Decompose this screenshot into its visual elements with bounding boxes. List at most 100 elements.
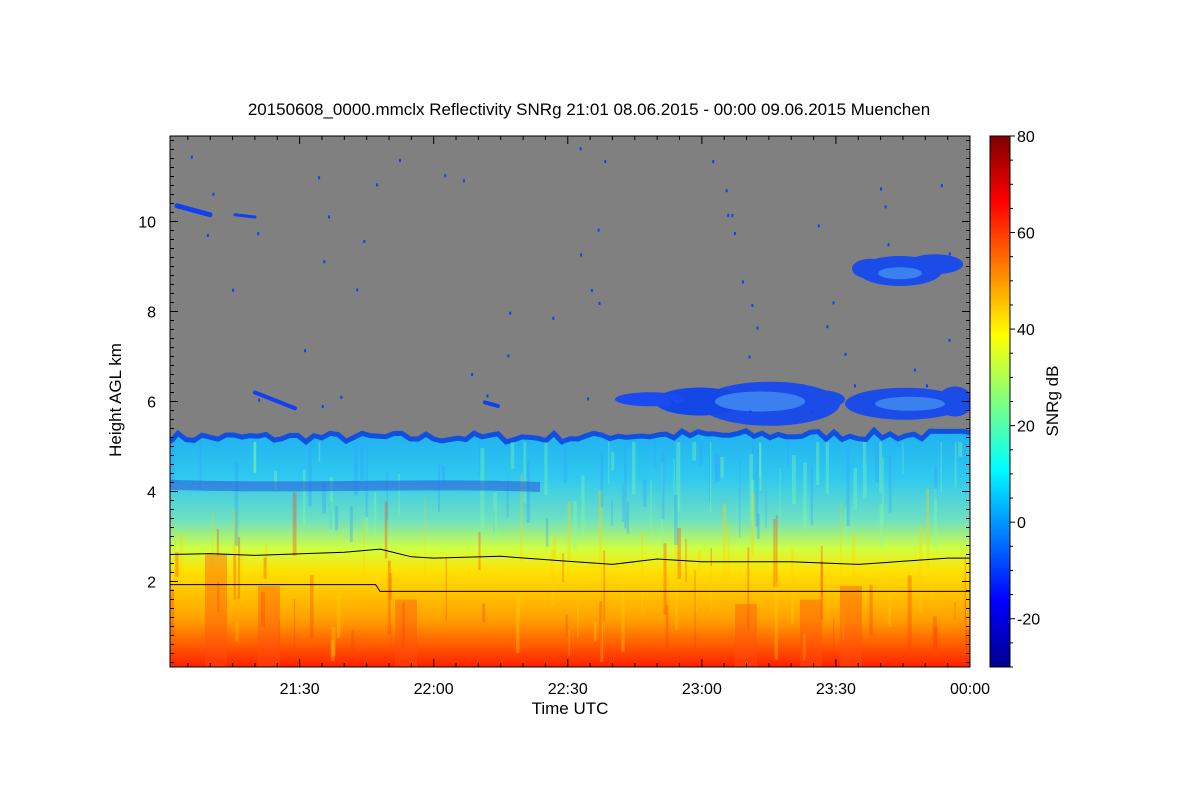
noise-dot xyxy=(399,159,401,163)
echo-streak xyxy=(773,519,776,588)
echo-streak xyxy=(563,442,567,483)
echo-streak xyxy=(865,442,867,465)
echo-streak xyxy=(598,490,603,571)
echo-streak xyxy=(573,500,577,550)
echo-streak xyxy=(517,595,520,619)
echo-streak xyxy=(881,456,884,524)
echo-streak xyxy=(386,471,389,521)
noise-dot xyxy=(598,302,601,305)
echo-streak xyxy=(523,442,527,503)
colorbar-tick-label: 60 xyxy=(1017,226,1035,243)
colorbar-tick-label: 20 xyxy=(1017,419,1035,436)
echo-streak xyxy=(526,460,531,523)
echo-streak xyxy=(292,492,297,556)
echo-streak xyxy=(803,462,807,530)
echo-streak xyxy=(810,466,813,526)
echo-streak xyxy=(233,510,237,592)
echo-plume xyxy=(735,604,757,667)
echo-streak xyxy=(510,442,515,469)
echo-streak xyxy=(759,443,762,491)
noise-dot xyxy=(206,234,209,238)
echo-streak xyxy=(755,448,759,527)
echo-streak xyxy=(844,508,847,535)
echo-streak xyxy=(751,493,755,558)
echo-streak xyxy=(445,557,447,622)
y-tick-label: 4 xyxy=(147,485,156,502)
echo-streak xyxy=(263,557,267,579)
colorbar-tick-label: 80 xyxy=(1017,129,1035,146)
mid-cloud xyxy=(615,392,685,407)
echo-streak xyxy=(964,555,966,620)
noise-dot xyxy=(880,187,882,191)
echo-streak xyxy=(478,532,481,570)
overlay-lines xyxy=(170,548,970,592)
echo-plume xyxy=(800,599,822,667)
echo-streak xyxy=(387,560,391,634)
echo-streak xyxy=(322,484,326,514)
echo-streak xyxy=(825,442,829,495)
noise-dot xyxy=(212,192,215,196)
noise-dot xyxy=(604,160,607,163)
echo-streak xyxy=(442,466,446,486)
noise-dot xyxy=(486,394,489,398)
echo-streak xyxy=(663,543,667,615)
echo-streak xyxy=(902,442,904,475)
echo-streak xyxy=(608,442,610,485)
echo-streak xyxy=(677,528,681,579)
noise-dot xyxy=(926,384,928,388)
y-tick-label: 8 xyxy=(147,305,156,322)
y-axis: 2 4 6 8 10 xyxy=(138,140,970,663)
echo-streak xyxy=(888,593,892,627)
echo-streak xyxy=(480,448,485,536)
noise-dot xyxy=(340,395,343,399)
echo-streak xyxy=(179,532,184,581)
echo-streak xyxy=(551,549,555,606)
noise-dot xyxy=(887,243,890,247)
echo-streak xyxy=(779,468,781,539)
echo-streak xyxy=(934,488,938,549)
noise-dot xyxy=(375,183,378,187)
plot-area xyxy=(170,136,970,667)
echo-streak xyxy=(792,454,796,505)
echo-streak xyxy=(337,596,341,638)
echo-streak xyxy=(727,523,730,576)
noise-dot xyxy=(748,355,751,359)
echo-streak xyxy=(493,492,497,540)
echo-streak xyxy=(329,501,333,529)
echo-streak xyxy=(673,459,675,495)
echo-streak xyxy=(261,591,265,627)
y-axis-title: Height AGL km xyxy=(106,343,125,457)
echo-streak xyxy=(351,629,355,652)
colorbar-tick-label: -20 xyxy=(1017,612,1040,629)
echo-streak xyxy=(699,444,703,466)
noise-dot xyxy=(471,373,474,377)
echo-streak xyxy=(815,442,820,486)
noise-dot xyxy=(749,410,752,414)
noise-dot xyxy=(832,301,835,305)
upper-cloud-core xyxy=(878,267,922,280)
echo-streak xyxy=(363,518,366,581)
noise-dot xyxy=(844,352,847,356)
echo-streak xyxy=(482,603,486,622)
noise-dot xyxy=(363,239,366,243)
noise-dot xyxy=(940,184,943,188)
echo-streak xyxy=(650,480,652,544)
x-tick-label: 23:00 xyxy=(682,681,722,698)
echo-plume xyxy=(205,554,227,667)
noise-dot xyxy=(509,311,512,315)
echo-streak xyxy=(775,515,778,588)
echo-streak xyxy=(722,503,726,579)
echo-streak xyxy=(374,492,377,536)
noise-dot xyxy=(725,189,728,193)
echo-streak xyxy=(875,442,879,483)
echo-streak xyxy=(919,525,923,614)
echo-streak xyxy=(273,470,278,491)
echo-streak xyxy=(791,547,794,625)
echo-plume xyxy=(840,586,862,667)
echo-streak xyxy=(520,474,523,562)
echo-streak xyxy=(599,601,602,660)
echo-streak xyxy=(544,442,548,496)
echo-streak xyxy=(694,570,696,656)
noise-dot xyxy=(712,160,715,164)
echo-streak xyxy=(846,449,850,527)
